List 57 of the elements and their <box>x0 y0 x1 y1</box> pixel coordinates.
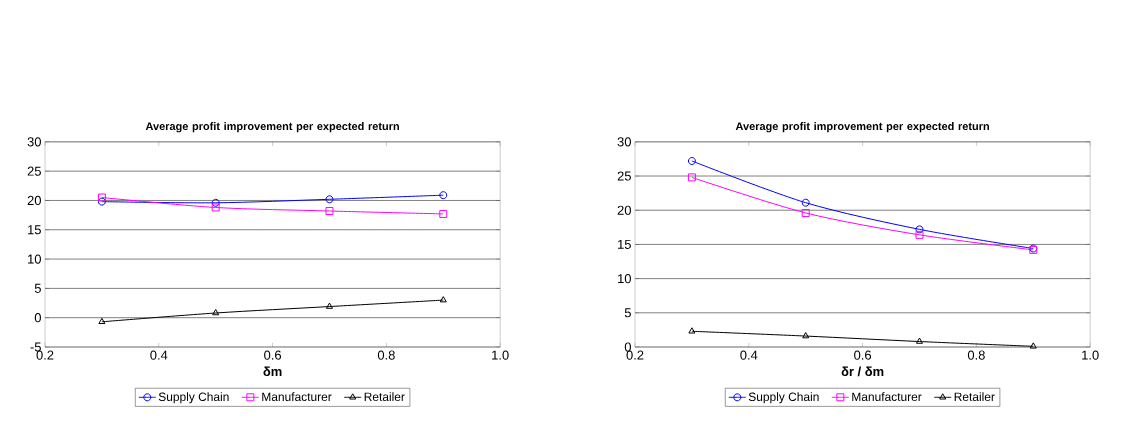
y-tick-label: 5 <box>624 308 631 318</box>
point <box>212 309 220 316</box>
y-tick-label: 10 <box>28 254 41 264</box>
y-tick-label: -5 <box>30 342 41 352</box>
x-tick-label: 0.2 <box>36 350 54 360</box>
x-tick-label: 0.6 <box>854 350 872 360</box>
y-tick-label: 15 <box>28 225 41 235</box>
y-tick-label: 10 <box>618 274 631 284</box>
legend-label: Supply Chain <box>748 392 819 404</box>
y-tick-label: 30 <box>27 137 41 147</box>
legend-label: Manufacturer <box>262 392 332 401</box>
x-tick-label: 1.0 <box>492 350 509 360</box>
point <box>211 203 220 212</box>
x-tick-label: 0.8 <box>967 350 985 360</box>
x-tick-label: 0.2 <box>626 350 644 360</box>
point <box>325 302 333 309</box>
y-tick-label: 5 <box>34 283 41 293</box>
x-tick-label: 0.4 <box>150 350 168 360</box>
point <box>97 197 106 206</box>
point <box>439 209 448 218</box>
point <box>97 193 106 202</box>
point <box>915 337 924 344</box>
y-tick-label: 25 <box>27 166 41 176</box>
point <box>98 317 106 325</box>
point <box>915 225 924 234</box>
legend-label: Manufacturer <box>852 392 922 401</box>
y-tick-label: 0 <box>34 313 41 323</box>
y-tick-label: 20 <box>27 195 41 206</box>
point <box>801 208 810 217</box>
y-tick-label: 15 <box>618 239 631 249</box>
point <box>801 198 810 207</box>
point <box>802 332 810 339</box>
point <box>1029 342 1037 349</box>
point <box>325 195 334 204</box>
point <box>687 173 696 182</box>
point <box>915 230 924 239</box>
x-tick-label: 1.0 <box>1082 350 1099 360</box>
legend-label: Retailer <box>954 392 995 401</box>
x-tick-label: 0.6 <box>264 350 282 360</box>
legend-label: Supply Chain <box>158 392 229 404</box>
point <box>439 296 447 303</box>
point <box>687 157 696 165</box>
y-tick-label: 30 <box>617 137 631 147</box>
point <box>688 327 696 334</box>
chart-title: Average profit improvement per expected return <box>145 122 399 133</box>
x-axis-title: δr / δm <box>841 366 884 377</box>
legend-label: Retailer <box>364 392 405 401</box>
x-axis-title: δm <box>263 366 282 377</box>
point <box>439 191 448 200</box>
chart-title: Average profit improvement per expected return <box>735 122 989 133</box>
point <box>325 207 334 215</box>
y-tick-label: 0 <box>624 342 631 352</box>
x-tick-label: 0.4 <box>740 350 758 360</box>
x-tick-label: 0.8 <box>377 350 395 360</box>
y-tick-label: 25 <box>617 171 631 181</box>
y-tick-label: 20 <box>617 205 631 215</box>
point <box>211 198 220 207</box>
